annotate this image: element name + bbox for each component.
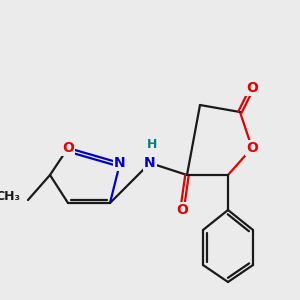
Text: O: O xyxy=(62,141,74,155)
Text: N: N xyxy=(144,156,156,170)
Text: O: O xyxy=(176,203,188,217)
Text: O: O xyxy=(246,141,258,155)
Text: H: H xyxy=(147,139,157,152)
Text: CH₃: CH₃ xyxy=(0,190,20,203)
Text: N: N xyxy=(114,156,126,170)
Text: O: O xyxy=(246,81,258,95)
